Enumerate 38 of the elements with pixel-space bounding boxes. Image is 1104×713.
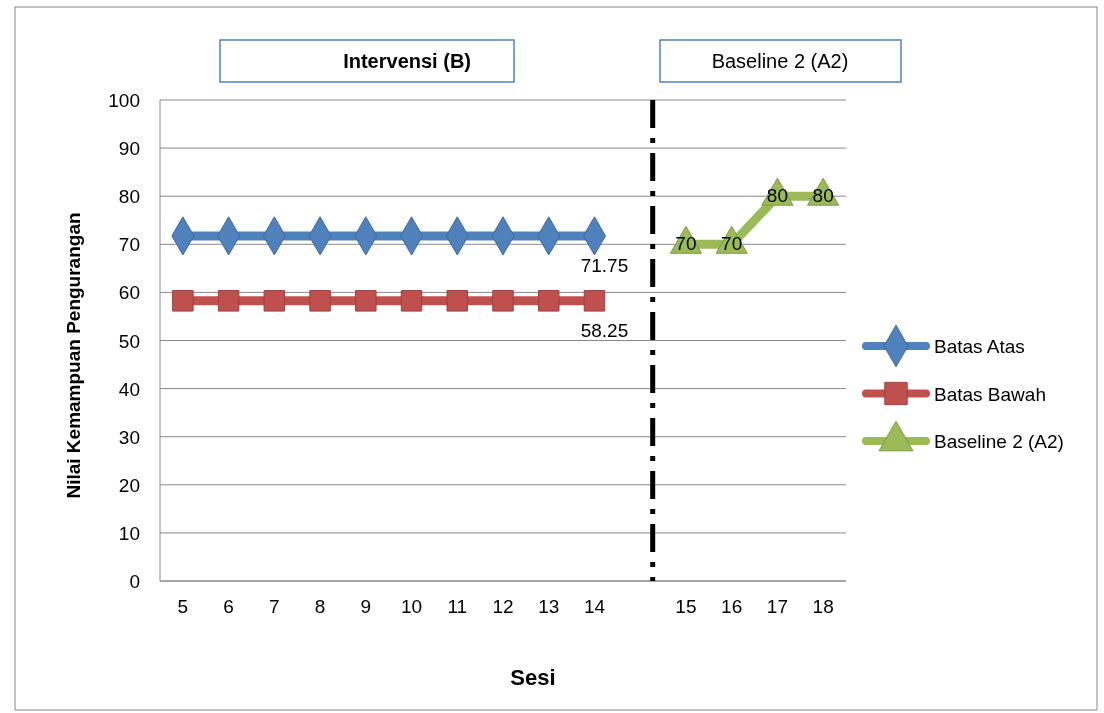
- data-label: 80: [766, 185, 788, 207]
- x-tick-label: 13: [538, 596, 560, 617]
- x-tick-label: 8: [314, 596, 326, 617]
- x-tick-label: 11: [447, 596, 468, 617]
- x-tick-label: 15: [675, 596, 697, 617]
- y-tick-label: 60: [118, 282, 140, 304]
- y-tick-label: 80: [118, 186, 140, 208]
- data-label: 70: [721, 233, 743, 255]
- data-label: 70: [675, 233, 697, 255]
- legend-label: Batas Atas: [934, 336, 1025, 357]
- y-tick-label: 70: [118, 234, 140, 256]
- x-tick-label: 17: [766, 596, 788, 617]
- y-axis-title: Nilai Kemampuan Pengurangan: [63, 212, 84, 499]
- y-tick-label: 40: [118, 378, 140, 400]
- x-tick-label: 18: [812, 596, 834, 617]
- y-tick-label: 100: [108, 90, 140, 111]
- x-tick-label: 5: [177, 596, 189, 617]
- x-tick-label: 14: [583, 596, 606, 617]
- y-tick-label: 10: [118, 522, 140, 544]
- text: Intervensi (B): [343, 50, 472, 72]
- data-label: 58.25: [580, 319, 629, 341]
- x-tick-label: 16: [721, 596, 743, 617]
- legend-label: Batas Bawah: [934, 383, 1046, 405]
- text: Baseline 2 (A2): [711, 50, 849, 72]
- y-tick-label: 90: [118, 138, 140, 160]
- data-label: 80: [812, 185, 834, 207]
- x-tick-label: 6: [223, 596, 234, 617]
- data-label: 71.75: [580, 254, 629, 276]
- y-tick-label: 50: [118, 330, 140, 352]
- y-tick-label: 30: [118, 426, 140, 448]
- y-tick-label: 0: [129, 571, 140, 592]
- y-tick-label: 20: [118, 474, 140, 496]
- x-axis-title: Sesi: [510, 665, 556, 690]
- legend-label: Baseline 2 (A2): [934, 431, 1064, 452]
- x-tick-label: 7: [269, 596, 280, 617]
- x-tick-label: 10: [400, 596, 423, 617]
- x-tick-label: 9: [360, 596, 372, 617]
- x-tick-label: 12: [492, 596, 514, 617]
